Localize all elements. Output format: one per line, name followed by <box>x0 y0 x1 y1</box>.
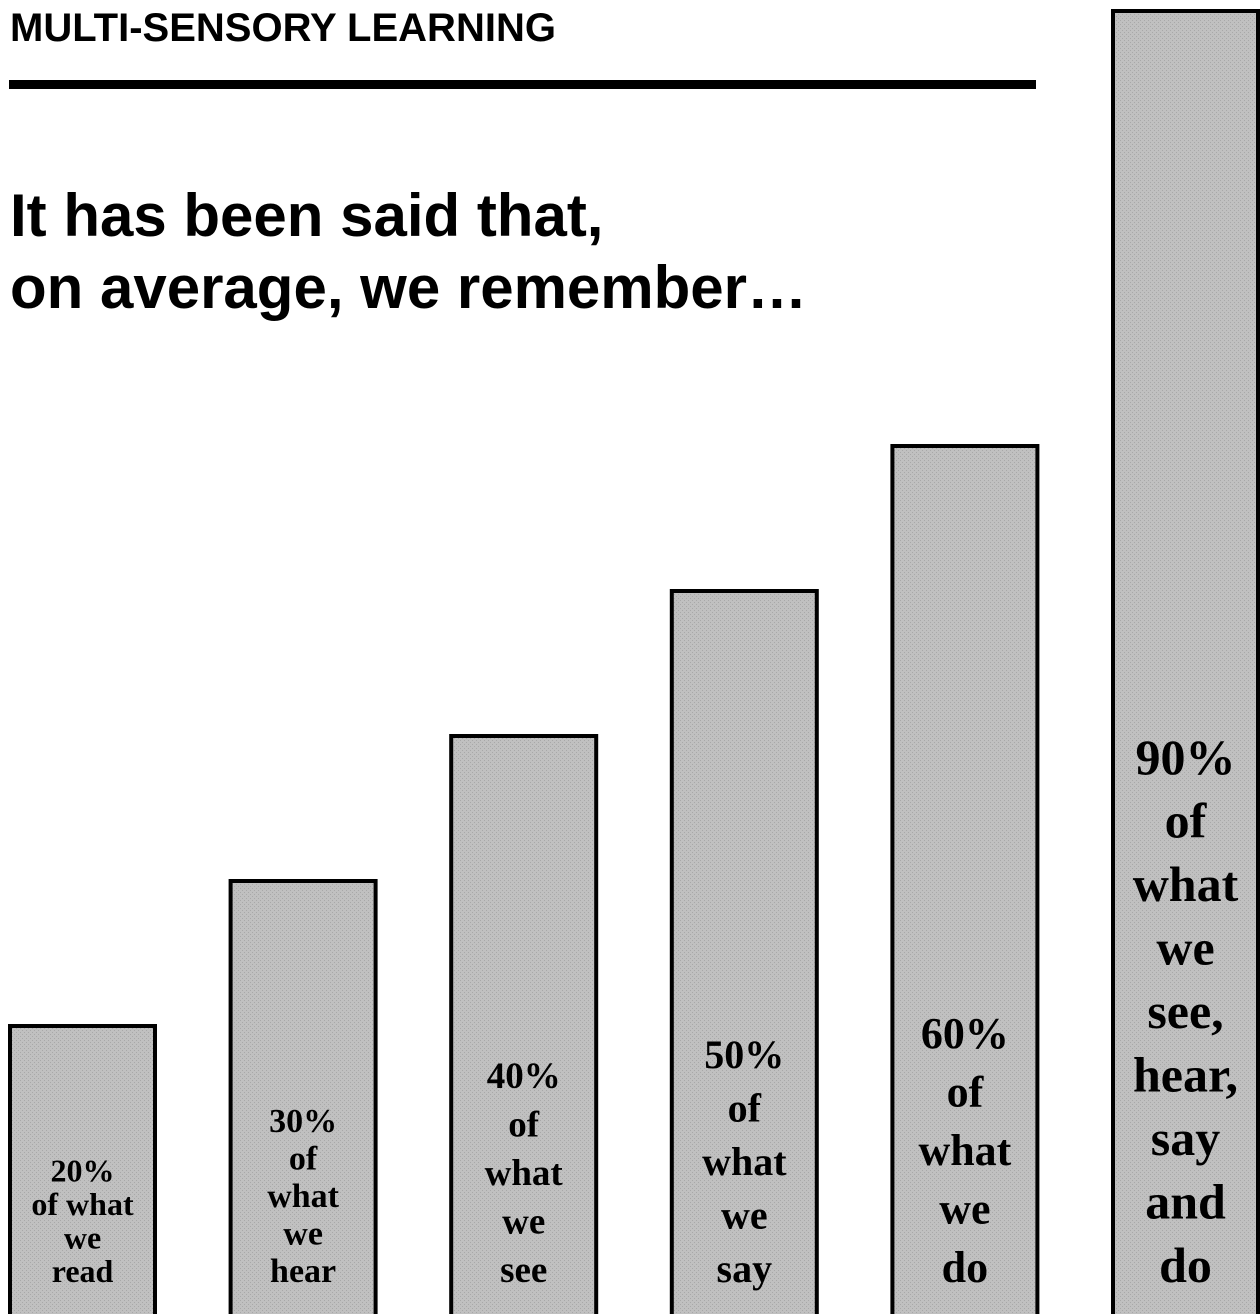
bar-label-line: of <box>728 1086 762 1131</box>
bar-label-line: 50% <box>704 1032 784 1077</box>
bar-do <box>890 444 1040 1314</box>
bar-label-line: of <box>947 1068 985 1117</box>
bar-label-line: 60% <box>921 1009 1009 1058</box>
bar-label-6: 90% of what we see, hear, say and do <box>1133 729 1239 1293</box>
bar-label-line: we <box>939 1185 990 1234</box>
bar-label-line: what <box>918 1126 1011 1175</box>
bar-label-line: we <box>283 1216 323 1253</box>
bar-label-line: we <box>1156 920 1214 976</box>
bar-label-line: hear <box>270 1253 336 1290</box>
intro-line-2: on average, we remember… <box>10 254 808 321</box>
bar-label-line: say <box>1151 1110 1220 1166</box>
bar-label-line: of what <box>31 1186 134 1222</box>
page-title: MULTI-SENSORY LEARNING <box>10 6 556 50</box>
bar-label-line: what <box>485 1153 564 1194</box>
bar-label-line: 40% <box>487 1056 561 1097</box>
bar-label-line: 90% <box>1136 729 1236 785</box>
bar-label-line: say <box>717 1246 773 1291</box>
bar-label-line: do <box>1159 1237 1212 1293</box>
bar-label-line: of <box>289 1141 318 1178</box>
intro-line-1: It has been said that, <box>10 182 604 249</box>
bar-label-2: 30% of what we hear <box>267 1103 339 1290</box>
bar-label-line: of <box>508 1105 540 1146</box>
bar-label-3: 40% of what we see <box>485 1056 564 1291</box>
bar-say <box>669 589 819 1314</box>
bar-label-line: we <box>64 1220 101 1256</box>
bar-label-line: we <box>721 1193 768 1238</box>
bar-label-line: what <box>702 1139 787 1184</box>
bar-label-line: 30% <box>269 1103 337 1140</box>
bar-label-1: 20% of what we read <box>31 1153 134 1290</box>
bar-label-line: what <box>267 1178 339 1215</box>
bar-label-line: and <box>1145 1174 1226 1230</box>
bar-label-line: see, <box>1147 983 1223 1039</box>
bar-label-line: read <box>52 1253 114 1289</box>
bar-see <box>449 734 599 1314</box>
title-divider <box>9 80 1036 89</box>
bar-label-line: 20% <box>51 1153 115 1189</box>
bar-label-line: do <box>942 1243 988 1292</box>
bar-label-line: of <box>1165 793 1208 849</box>
bar-label-5: 60% of what we do <box>918 1009 1011 1292</box>
bar-label-line: we <box>502 1202 545 1243</box>
bar-see-hear-say-and-do <box>1111 9 1260 1314</box>
bar-read <box>8 1024 157 1314</box>
bar-label-4: 50% of what we say <box>702 1032 787 1291</box>
bar-hear <box>228 879 378 1314</box>
bar-label-line: hear, <box>1133 1047 1238 1103</box>
bar-label-line: what <box>1133 856 1239 912</box>
intro-text: It has been said that, on average, we re… <box>10 180 807 324</box>
bar-label-line: see <box>500 1250 547 1291</box>
